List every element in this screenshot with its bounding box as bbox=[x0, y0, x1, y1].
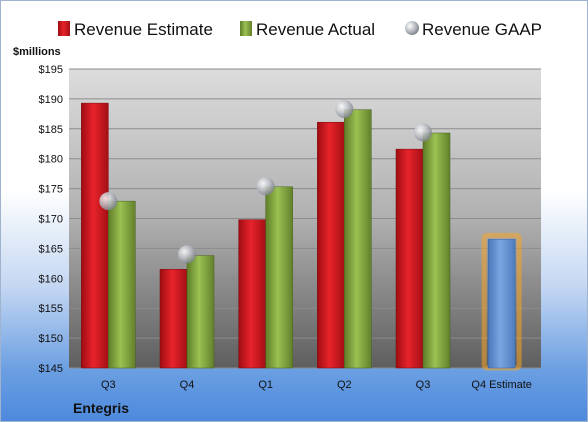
y-axis-unit-label: $millions bbox=[13, 46, 61, 58]
legend-label: Revenue GAAP bbox=[422, 20, 542, 39]
legend-swatch bbox=[240, 21, 252, 36]
bar-revenue-actual bbox=[186, 255, 215, 369]
marker-revenue-gaap bbox=[99, 192, 118, 211]
bar-revenue-actual bbox=[422, 132, 451, 369]
y-tick-label: $195 bbox=[39, 64, 63, 76]
y-tick-label: $155 bbox=[39, 303, 63, 315]
y-tick-label: $185 bbox=[39, 124, 63, 136]
legend-label: Revenue Actual bbox=[256, 20, 375, 39]
legend-label: Revenue Estimate bbox=[74, 20, 213, 39]
bar-revenue-estimate bbox=[238, 219, 266, 369]
y-tick-label: $145 bbox=[39, 363, 63, 375]
x-tick-label: Q1 bbox=[258, 379, 273, 391]
bar-revenue-actual bbox=[344, 109, 372, 369]
marker-revenue-gaap bbox=[178, 245, 196, 264]
bar-revenue-actual bbox=[265, 186, 293, 369]
company-name: Entegris bbox=[73, 400, 129, 416]
y-tick-label: $170 bbox=[39, 214, 63, 226]
bars bbox=[81, 102, 522, 371]
legend-swatch bbox=[405, 21, 419, 35]
x-tick-label: Q3 bbox=[416, 379, 431, 391]
x-tick-label: Q2 bbox=[337, 379, 352, 391]
y-tick-label: $150 bbox=[39, 333, 63, 345]
marker-revenue-gaap bbox=[414, 123, 432, 142]
gaap-markers bbox=[99, 100, 432, 264]
y-tick-label: $175 bbox=[39, 184, 63, 196]
legend-swatch bbox=[58, 21, 70, 36]
y-tick-label: $190 bbox=[39, 94, 63, 106]
x-tick-label: Q3 bbox=[101, 379, 116, 391]
bar-revenue-estimate bbox=[317, 121, 345, 369]
marker-revenue-gaap bbox=[256, 177, 275, 196]
legend: Revenue Estimate Revenue Actual Revenue GA… bbox=[58, 20, 542, 39]
y-tick-label: $165 bbox=[39, 243, 63, 255]
bar-revenue-estimate bbox=[159, 269, 188, 369]
x-tick-label: Q4 bbox=[180, 379, 195, 391]
y-tick-label: $160 bbox=[39, 273, 63, 285]
y-axis: $145 $150 $155 $160 $165 $170 $175 $180 $185 $190… bbox=[39, 64, 63, 375]
bar-revenue-estimate bbox=[395, 148, 424, 369]
marker-revenue-gaap bbox=[335, 100, 354, 119]
bar-revenue-actual bbox=[108, 200, 136, 369]
y-tick-label: $180 bbox=[39, 154, 63, 166]
bar-q4-estimate bbox=[487, 239, 516, 369]
gridlines bbox=[69, 68, 541, 369]
x-tick-label: Q4 Estimate bbox=[471, 379, 532, 391]
bar-revenue-estimate bbox=[81, 102, 109, 369]
x-axis: Q3 Q4 Q1 Q2 Q3 Q4 Estimate bbox=[101, 379, 532, 391]
